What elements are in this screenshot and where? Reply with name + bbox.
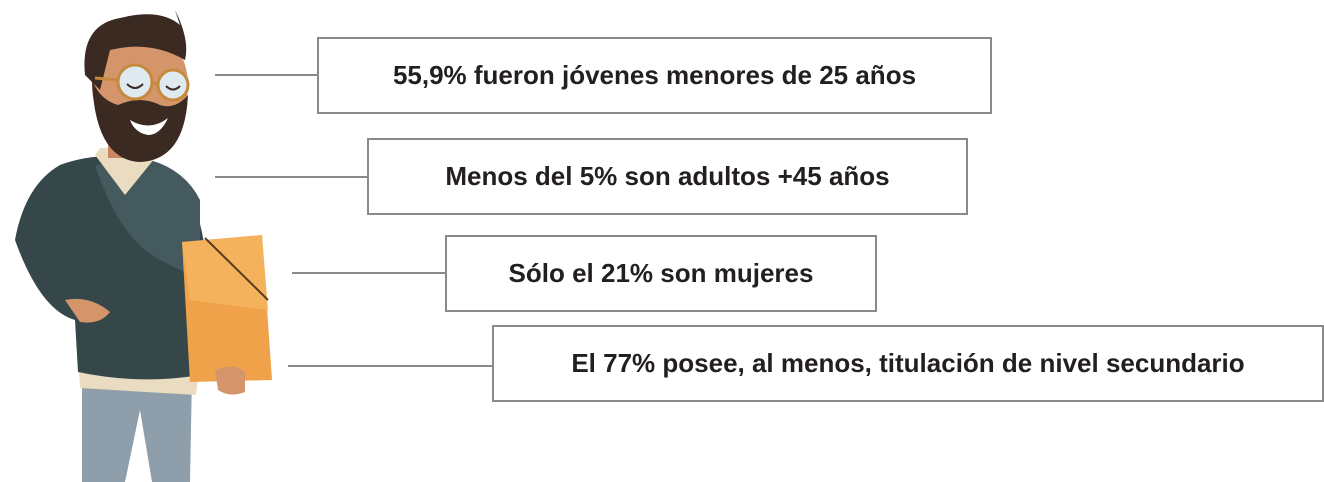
stat-box: 55,9% fueron jóvenes menores de 25 años xyxy=(317,37,992,114)
stat-box: El 77% posee, al menos, titulación de ni… xyxy=(492,325,1324,402)
stat-box: Sólo el 21% son mujeres xyxy=(445,235,877,312)
stat-text: Menos del 5% son adultos +45 años xyxy=(445,161,889,192)
stat-text: 55,9% fueron jóvenes menores de 25 años xyxy=(393,60,916,91)
stat-text: Sólo el 21% son mujeres xyxy=(509,258,814,289)
character xyxy=(15,10,272,482)
infographic: 55,9% fueron jóvenes menores de 25 años … xyxy=(0,0,1324,482)
stat-box: Menos del 5% son adultos +45 años xyxy=(367,138,968,215)
stat-text: El 77% posee, al menos, titulación de ni… xyxy=(571,348,1244,379)
